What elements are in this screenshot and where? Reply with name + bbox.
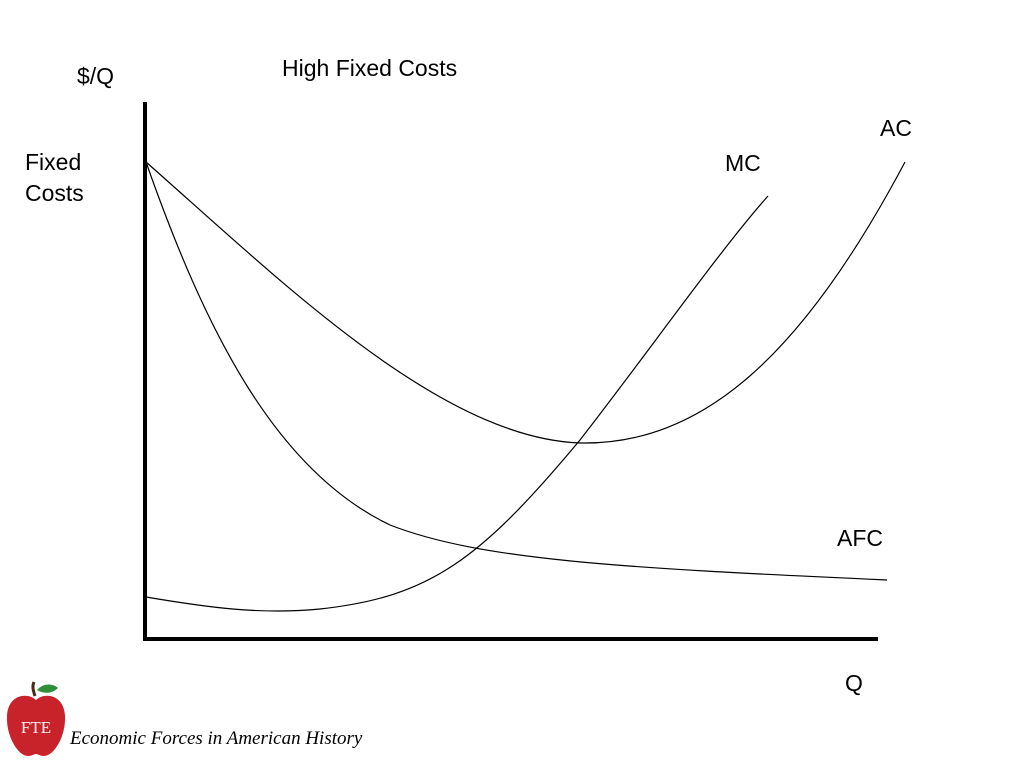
apple-body-icon — [6, 695, 66, 756]
footer-caption: Economic Forces in American History — [70, 728, 363, 749]
fixed-costs-label-line1: Fixed — [25, 149, 81, 175]
mc-label: MC — [725, 150, 761, 176]
apple-stem-icon — [31, 681, 37, 697]
diagram-title: High Fixed Costs — [282, 55, 457, 81]
apple-leaf-icon — [37, 684, 58, 693]
afc-curve — [145, 161, 888, 581]
ac-label: AC — [880, 115, 912, 141]
afc-label: AFC — [837, 525, 883, 551]
mc-curve — [145, 195, 769, 612]
ac-curve — [145, 161, 906, 444]
fte-apple-logo: FTE — [6, 681, 66, 756]
logo-text: FTE — [21, 718, 51, 737]
y-axis-label: $/Q — [77, 63, 114, 89]
x-axis-label: Q — [845, 670, 863, 696]
fixed-costs-label-line2: Costs — [25, 180, 84, 206]
